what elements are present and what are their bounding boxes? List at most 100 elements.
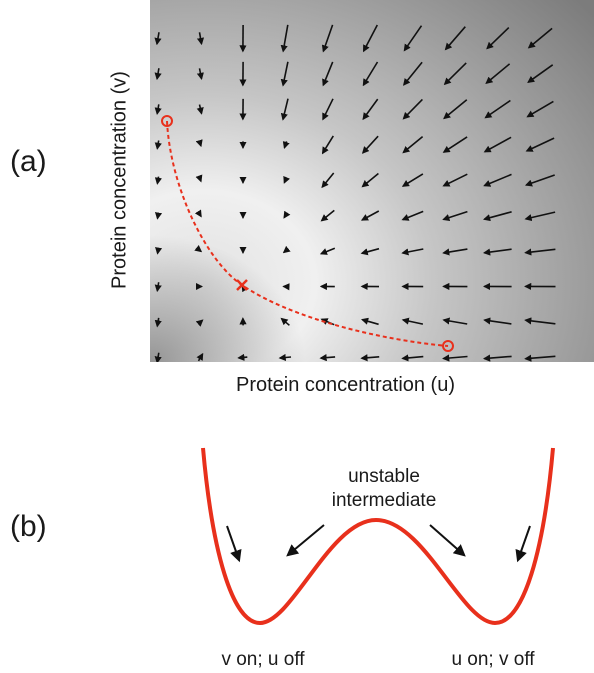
arrow-icon [429, 524, 466, 557]
arrow-icon [515, 525, 531, 563]
vector-arrow-icon [361, 317, 379, 326]
vector-arrow-icon [195, 319, 204, 327]
vector-arrow-icon [527, 27, 553, 49]
vector-arrow-icon [402, 98, 423, 120]
vector-arrow-icon [196, 32, 205, 46]
vector-arrow-icon [196, 352, 204, 362]
vector-arrow-icon [483, 317, 512, 325]
vector-field-plot [150, 0, 594, 362]
vector-arrow-icon [482, 354, 512, 362]
vector-arrow-icon [194, 244, 203, 253]
vector-arrow-icon [280, 98, 289, 121]
vector-arrow-icon [280, 317, 290, 326]
vector-arrow-icon [442, 173, 468, 187]
vector-arrow-icon [319, 354, 336, 362]
left-well-label: v on; u off [221, 649, 305, 670]
unstable-intermediate-label: unstable intermediate [314, 465, 454, 513]
vector-arrow-icon [482, 248, 512, 256]
vector-arrow-icon [401, 210, 424, 221]
vector-arrow-icon [319, 247, 336, 255]
vector-arrow-icon [401, 354, 424, 362]
vector-arrow-icon [321, 24, 334, 53]
vector-arrow-icon [154, 104, 162, 116]
vector-arrow-icon [524, 354, 556, 362]
vector-arrow-icon [195, 139, 203, 148]
vector-arrow-icon [442, 354, 468, 362]
vector-arrow-icon [195, 174, 203, 183]
vector-arrow-icon [362, 24, 379, 53]
vector-arrow-icon [401, 173, 424, 187]
right-well-label: u on; v off [451, 649, 535, 670]
arrow-icon [286, 524, 325, 557]
vector-arrow-icon [483, 211, 512, 222]
vector-arrow-icon [486, 27, 510, 50]
vector-arrow-icon [320, 209, 335, 222]
vector-arrow-icon [321, 135, 334, 155]
vector-arrow-icon [154, 140, 162, 150]
vector-arrow-icon [154, 211, 163, 220]
vector-arrow-icon [154, 317, 162, 328]
x-axis-label: Protein concentration (u) [236, 374, 456, 396]
panel-b-label: (b) [10, 510, 47, 543]
vector-arrow-icon [483, 173, 512, 187]
vector-arrow-icon [442, 248, 468, 256]
vector-arrow-icon [194, 209, 202, 218]
vector-arrow-icon [524, 317, 556, 325]
stable-state-circle [442, 340, 454, 352]
vector-arrow-icon [321, 172, 335, 189]
vector-arrow-icon [444, 26, 466, 51]
unstable-label-line1: unstable [348, 466, 420, 487]
vector-arrow-icon [362, 61, 379, 87]
panel-a-label: (a) [10, 145, 47, 178]
arrow-icon [226, 525, 242, 563]
vector-field-arrows [154, 24, 556, 362]
vector-arrow-icon [403, 25, 423, 52]
vector-arrow-icon [442, 136, 468, 153]
vector-arrow-icon [361, 135, 379, 154]
vector-arrow-icon [443, 99, 468, 120]
vector-arrow-icon [322, 98, 334, 121]
vector-arrow-icon [283, 175, 290, 184]
vector-arrow-icon [524, 174, 555, 187]
vector-arrow-icon [401, 317, 424, 325]
vector-arrow-icon [154, 68, 162, 81]
vector-arrow-icon [237, 353, 248, 361]
vector-arrow-icon [361, 172, 379, 188]
vector-arrow-icon [362, 98, 379, 121]
vector-arrow-icon [322, 61, 334, 87]
vector-arrow-icon [360, 247, 380, 256]
vector-arrow-icon [280, 61, 289, 87]
vector-arrow-icon [402, 61, 423, 86]
vector-arrow-icon [527, 64, 554, 84]
stable-state-circle [161, 115, 173, 127]
vector-arrow-icon [524, 248, 556, 256]
vector-arrow-icon [402, 135, 424, 154]
potential-curve [201, 447, 555, 626]
vector-arrow-icon [442, 210, 468, 222]
vector-arrow-icon [442, 317, 468, 325]
vector-arrow-icon [483, 136, 512, 153]
vector-arrow-icon [154, 32, 162, 46]
vector-arrow-icon [283, 210, 291, 219]
vector-arrow-icon [280, 24, 289, 53]
unstable-label-line2: intermediate [331, 490, 437, 511]
vector-arrow-icon [155, 247, 163, 255]
vector-arrow-icon [154, 282, 162, 293]
vector-arrow-icon [196, 104, 204, 115]
vector-arrow-icon [524, 211, 556, 222]
vector-arrow-icon [401, 248, 424, 256]
vector-arrow-icon [525, 137, 555, 152]
vector-arrow-icon [154, 176, 162, 185]
vector-arrow-icon [282, 141, 290, 149]
vector-arrow-icon [278, 353, 292, 362]
saddle-point-x [236, 279, 248, 291]
vector-arrow-icon [484, 99, 511, 119]
vector-arrow-icon [360, 354, 380, 362]
vector-arrow-icon [196, 68, 204, 81]
vector-arrow-icon [154, 352, 162, 362]
vector-arrow-icon [443, 62, 467, 86]
y-axis-label: Protein concentration (v) [108, 71, 131, 289]
double-well-potential [201, 447, 555, 626]
vector-arrow-icon [485, 63, 511, 85]
vector-arrow-icon [526, 100, 554, 118]
